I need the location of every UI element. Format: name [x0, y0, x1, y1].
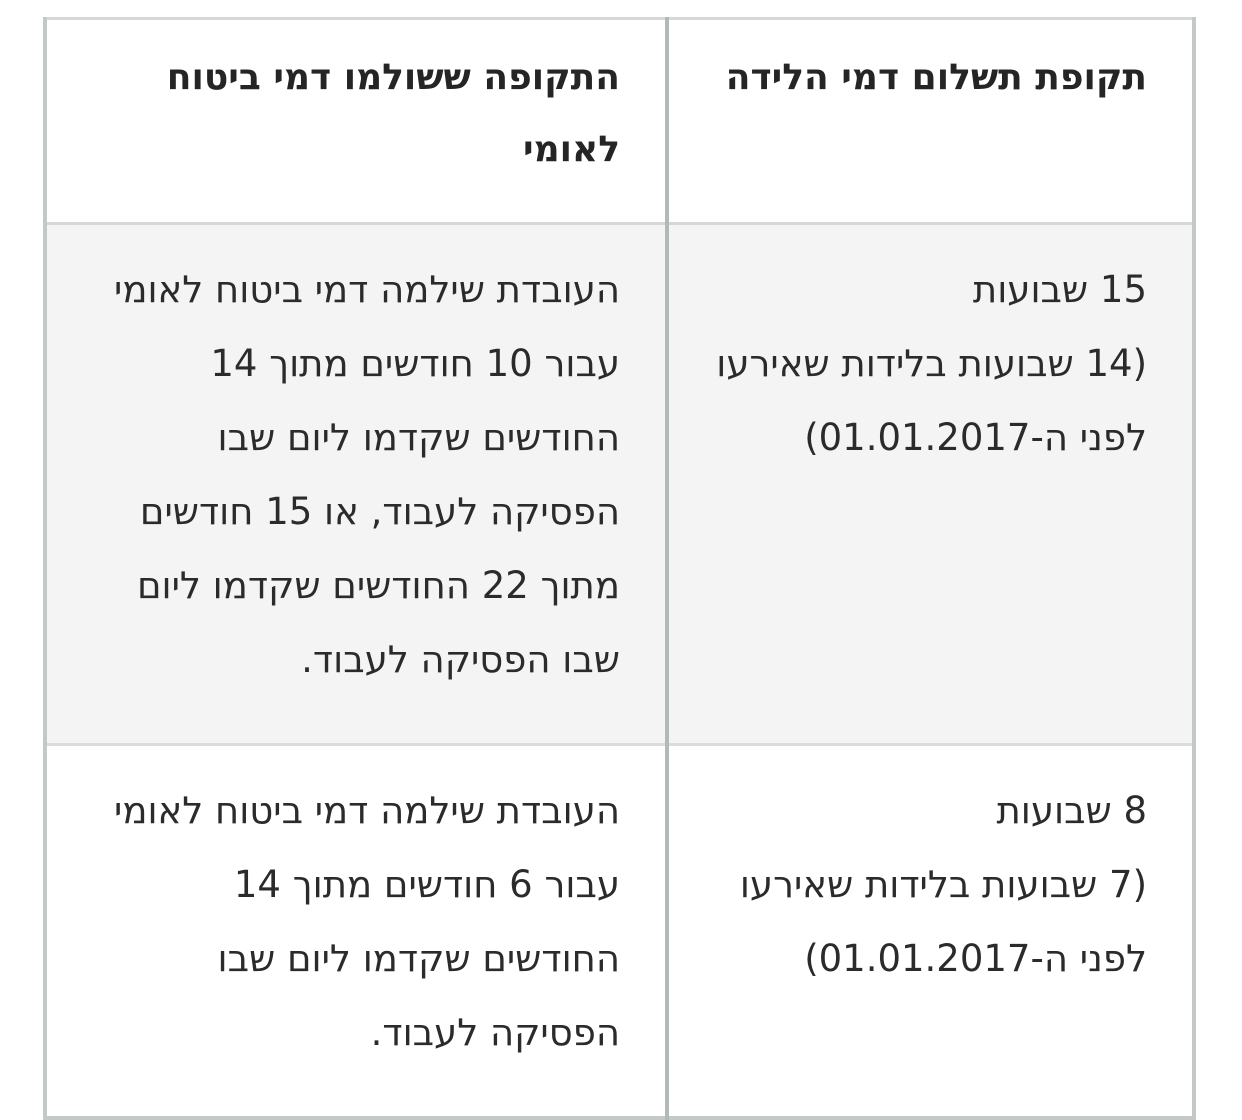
cell-paid: העובדת שילמה דמי ביטוח לאומי עבור 6 חודש…: [45, 745, 667, 1119]
table-row: 8 שבועות (7 שבועות בלידות שאירעו לפני ה-…: [45, 744, 1194, 1119]
column-header-paid: התקופה ששולמו דמי ביטוח לאומי: [45, 18, 667, 225]
column-header-period-label: תקופת תשלום דמי הלידה: [725, 57, 1147, 98]
cell-period: 15 שבועות (14 שבועות בלידות שאירעו לפני …: [665, 223, 1194, 746]
table-row: 15 שבועות (14 שבועות בלידות שאירעו לפני …: [45, 223, 1194, 746]
header-row: תקופת תשלום דמי הלידה התקופה ששולמו דמי …: [45, 18, 1194, 225]
cell-period: 8 שבועות (7 שבועות בלידות שאירעו לפני ה-…: [665, 744, 1194, 1118]
cell-period-text: 8 שבועות (7 שבועות בלידות שאירעו לפני ה-…: [739, 789, 1147, 980]
table-container: תקופת תשלום דמי הלידה התקופה ששולמו דמי …: [43, 17, 1196, 1120]
cell-period-text: 15 שבועות (14 שבועות בלידות שאירעו לפני …: [716, 268, 1147, 459]
table-body: 15 שבועות (14 שבועות בלידות שאירעו לפני …: [45, 223, 1194, 1119]
table-header: תקופת תשלום דמי הלידה התקופה ששולמו דמי …: [45, 18, 1194, 225]
maternity-benefits-table: תקופת תשלום דמי הלידה התקופה ששולמו דמי …: [43, 17, 1196, 1120]
column-header-paid-label: התקופה ששולמו דמי ביטוח לאומי: [166, 57, 620, 170]
cell-paid: העובדת שילמה דמי ביטוח לאומי עבור 10 חוד…: [45, 223, 667, 746]
cell-paid-text: העובדת שילמה דמי ביטוח לאומי עבור 6 חודש…: [114, 789, 620, 1054]
cell-paid-text: העובדת שילמה דמי ביטוח לאומי עבור 10 חוד…: [114, 268, 620, 681]
column-header-period: תקופת תשלום דמי הלידה: [665, 18, 1194, 225]
